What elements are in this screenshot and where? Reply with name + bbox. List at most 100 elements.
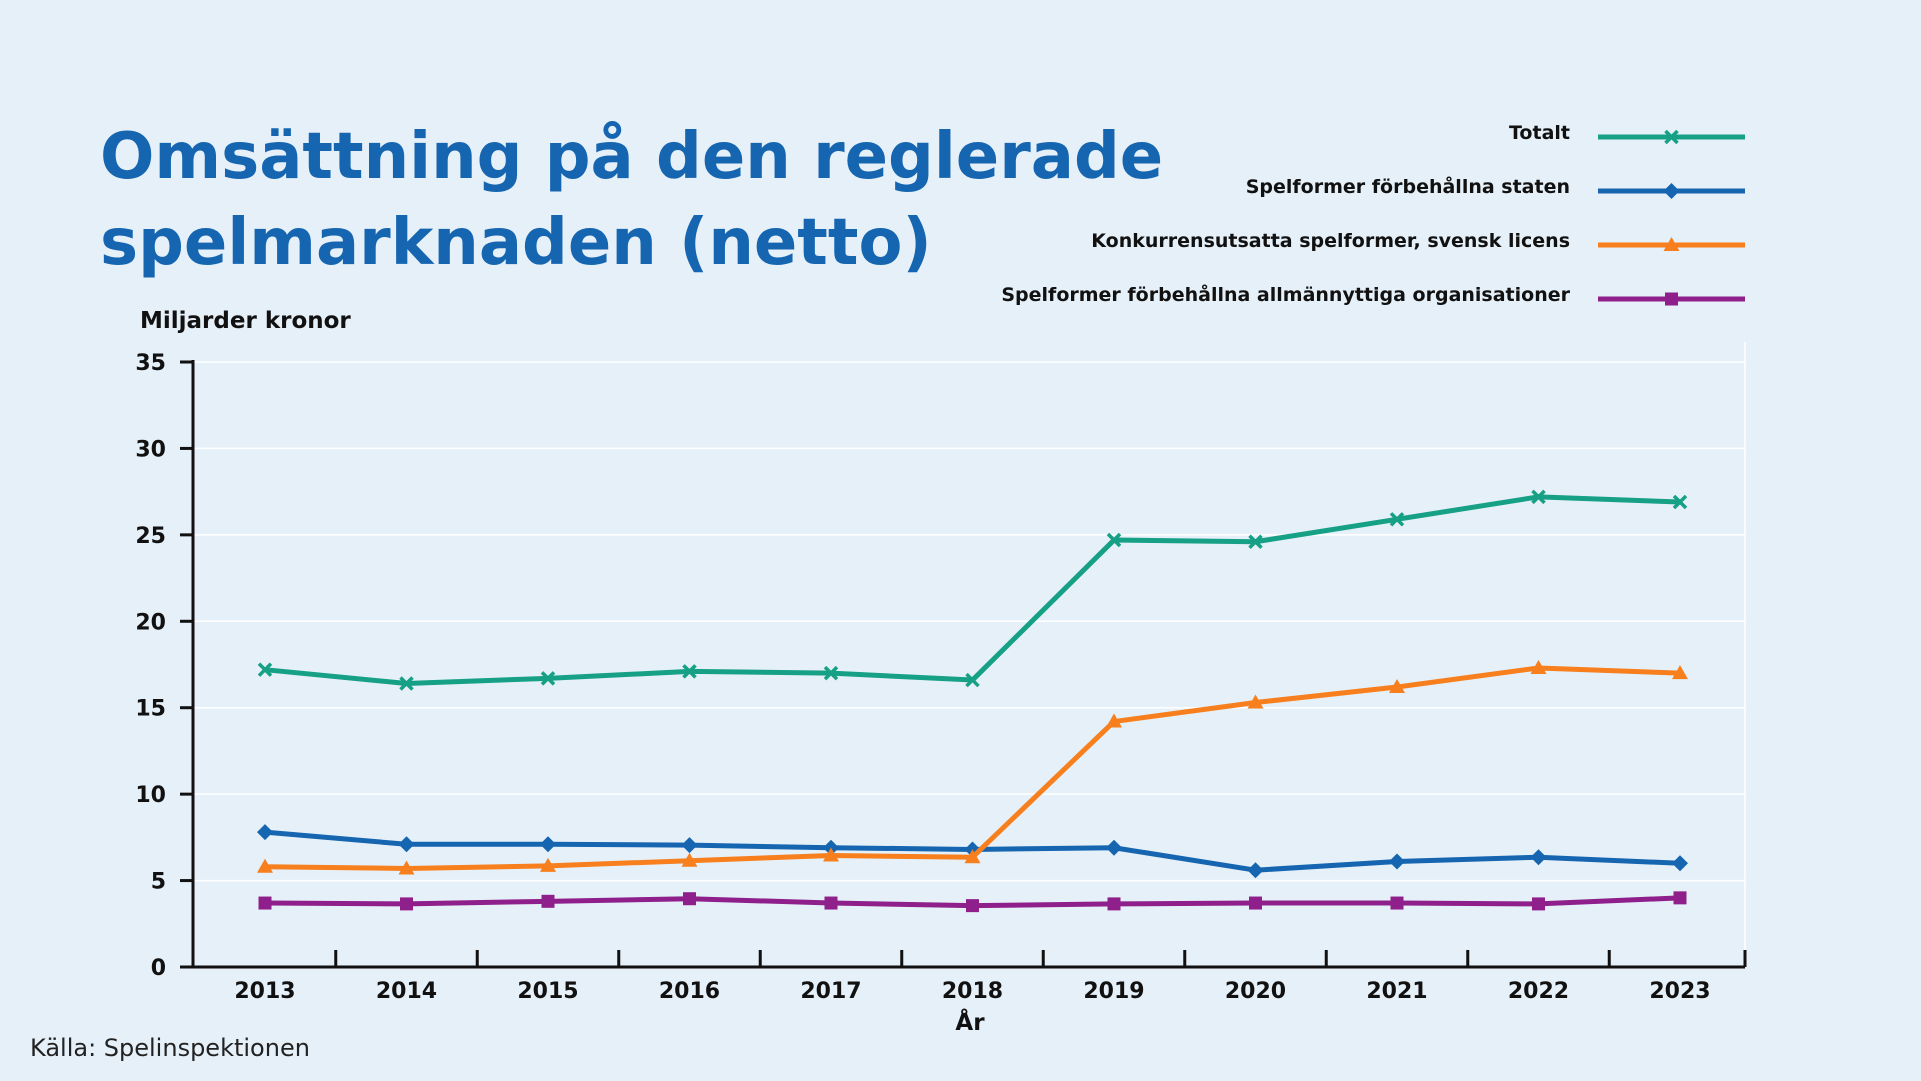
y-tick-label: 10 bbox=[135, 783, 166, 808]
legend-marker bbox=[1665, 292, 1678, 306]
data-point bbox=[1530, 659, 1547, 674]
y-tick-label: 25 bbox=[135, 524, 166, 549]
data-point bbox=[1106, 713, 1122, 728]
axes: 0 5 10 15 20 25 30 35 2013 2014 2015 2016 2017 2018 20… bbox=[135, 351, 1747, 1004]
data-point bbox=[257, 662, 273, 677]
marker-stroke bbox=[1389, 512, 1405, 527]
x-tick-label: 2015 bbox=[517, 979, 578, 1004]
x-tick-label: 2023 bbox=[1649, 979, 1710, 1004]
data-point bbox=[1389, 853, 1405, 870]
y-tick-label: 20 bbox=[135, 610, 166, 635]
data-point bbox=[681, 852, 698, 867]
x-tick-label: 2014 bbox=[376, 979, 437, 1004]
data-point bbox=[964, 849, 981, 864]
marker-stroke bbox=[682, 664, 697, 679]
marker-stroke bbox=[965, 672, 980, 688]
x-tick-label: 2021 bbox=[1366, 979, 1427, 1004]
legend-label: Konkurrensutsatta spelformer, svensk lic… bbox=[1091, 230, 1570, 252]
x-tick-label: 2022 bbox=[1508, 979, 1569, 1004]
marker-stroke bbox=[1672, 494, 1688, 510]
legend-marker bbox=[1663, 183, 1680, 199]
data-point bbox=[823, 847, 839, 862]
y-axis-label: Miljarder kronor bbox=[140, 308, 351, 334]
legend-marker bbox=[1664, 129, 1679, 145]
data-point bbox=[682, 664, 697, 679]
data-point bbox=[1673, 891, 1687, 905]
legend-item: Konkurrensutsatta spelformer, svensk lic… bbox=[1091, 230, 1745, 252]
data-point bbox=[1248, 534, 1263, 550]
data-point bbox=[824, 896, 838, 910]
data-point bbox=[1672, 665, 1688, 680]
data-point bbox=[1106, 532, 1122, 548]
chart-title-line-2: spelmarknaden (netto) bbox=[100, 206, 932, 280]
data-point bbox=[1247, 694, 1264, 709]
legend-label: Totalt bbox=[1509, 122, 1570, 144]
y-tick-label: 5 bbox=[151, 870, 166, 895]
x-tick-label: 2013 bbox=[234, 979, 295, 1004]
marker-stroke bbox=[1531, 489, 1546, 505]
data-point bbox=[541, 894, 555, 908]
data-point bbox=[540, 836, 556, 853]
data-point bbox=[540, 671, 556, 686]
data-point bbox=[1530, 849, 1547, 866]
x-tick-label: 2018 bbox=[942, 979, 1003, 1004]
grid-lines bbox=[193, 342, 1746, 967]
data-point bbox=[1672, 494, 1688, 510]
marker-stroke bbox=[1106, 532, 1122, 548]
data-point bbox=[683, 892, 696, 906]
legend-label: Spelformer förbehållna staten bbox=[1246, 174, 1570, 198]
data-point bbox=[823, 665, 839, 681]
series-x bbox=[257, 489, 1688, 691]
data-point bbox=[1389, 678, 1405, 693]
source-note: Källa: Spelinspektionen bbox=[30, 1034, 310, 1062]
legend: Totalt Spelformer förbehållna staten Konku… bbox=[1001, 122, 1745, 306]
data-point bbox=[400, 897, 413, 911]
data-point bbox=[681, 837, 698, 854]
data-point bbox=[1249, 896, 1262, 910]
marker-stroke bbox=[399, 676, 414, 691]
marker-stroke bbox=[1248, 534, 1263, 550]
data-point bbox=[399, 676, 414, 691]
series-line bbox=[264, 494, 1681, 687]
y-tick-label: 0 bbox=[151, 956, 166, 981]
marker-stroke bbox=[540, 671, 556, 686]
legend-label: Spelformer förbehållna allmännyttiga org… bbox=[1001, 282, 1570, 306]
legend-item: Spelformer förbehållna staten bbox=[1246, 174, 1745, 199]
y-tick-label: 15 bbox=[135, 697, 166, 722]
legend-item: Spelformer förbehållna allmännyttiga org… bbox=[1001, 282, 1745, 306]
series-line bbox=[264, 665, 1681, 871]
chart-title-line-1: Omsättning på den reglerade bbox=[100, 120, 1163, 194]
x-tick-label: 2017 bbox=[800, 979, 861, 1004]
data-point bbox=[1531, 489, 1546, 505]
series-square bbox=[258, 891, 1687, 913]
data-point bbox=[965, 672, 980, 688]
x-tick-label: 2020 bbox=[1225, 979, 1286, 1004]
data-point bbox=[966, 899, 979, 913]
data-point bbox=[1106, 839, 1122, 856]
data-point bbox=[540, 857, 556, 872]
data-point bbox=[257, 858, 273, 873]
data-point bbox=[1389, 512, 1405, 527]
data-point bbox=[398, 860, 415, 875]
series-triangle bbox=[257, 659, 1688, 875]
marker-stroke bbox=[823, 665, 839, 681]
series-layer bbox=[257, 489, 1688, 913]
legend-marker bbox=[1663, 237, 1680, 251]
y-tick-label: 35 bbox=[135, 351, 166, 376]
x-tick-label: 2019 bbox=[1083, 979, 1144, 1004]
data-point bbox=[1247, 862, 1264, 879]
marker-stroke bbox=[1664, 129, 1679, 145]
data-point bbox=[1107, 897, 1121, 911]
data-point bbox=[258, 896, 272, 910]
data-point bbox=[1390, 896, 1404, 910]
marker-stroke bbox=[257, 662, 273, 677]
legend-item: Totalt bbox=[1509, 122, 1745, 145]
data-point bbox=[398, 836, 415, 853]
data-point bbox=[1672, 855, 1688, 872]
data-point bbox=[1532, 897, 1545, 911]
data-point bbox=[257, 824, 273, 841]
x-axis-label: År bbox=[955, 1008, 985, 1036]
y-tick-label: 30 bbox=[135, 437, 166, 462]
x-tick-label: 2016 bbox=[659, 979, 720, 1004]
